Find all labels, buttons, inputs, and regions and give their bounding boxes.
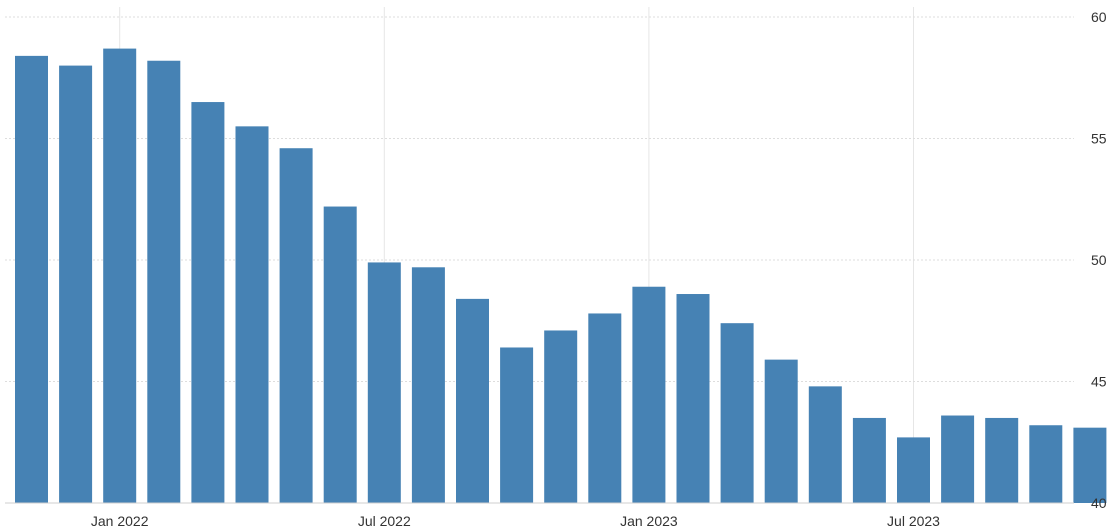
bar-11[interactable] [456,298,489,503]
bar-12[interactable] [500,347,534,503]
x-axis-labels: Jan 2022 Jul 2022 Jan 2023 Jul 2023 [91,513,940,529]
bar-24[interactable] [1029,425,1063,503]
bar-17[interactable] [720,323,754,503]
bar-22[interactable] [941,415,975,503]
x-tick-label-1: Jul 2022 [358,513,411,529]
y-tick-label-60: 60 [1091,9,1107,25]
bar-25[interactable] [1073,427,1107,503]
y-tick-label-50: 50 [1091,252,1107,268]
bar-2[interactable] [59,65,93,503]
bar-5[interactable] [191,102,225,504]
bar-15[interactable] [632,286,666,503]
bars-group [15,48,1107,504]
bar-20[interactable] [852,417,886,503]
bar-13[interactable] [544,330,578,503]
bar-3[interactable] [103,48,137,504]
bar-14[interactable] [588,313,622,503]
bar-8[interactable] [323,206,357,504]
bar-23[interactable] [985,417,1019,503]
x-tick-label-0: Jan 2022 [91,513,149,529]
bar-9[interactable] [367,262,401,503]
y-axis-labels: 40 45 50 55 60 [1091,9,1107,511]
bar-4[interactable] [147,60,181,504]
x-tick-label-2: Jan 2023 [620,513,678,529]
bar-18[interactable] [764,359,798,503]
bar-16[interactable] [676,294,710,503]
bar-1[interactable] [15,55,48,503]
y-tick-label-45: 45 [1091,374,1107,390]
bar-6[interactable] [235,126,269,503]
bar-21[interactable] [897,437,930,503]
y-tick-label-40: 40 [1091,495,1107,511]
bar-10[interactable] [411,267,445,503]
bar-7[interactable] [279,148,313,503]
y-tick-label-55: 55 [1091,131,1107,147]
bar-19[interactable] [808,386,842,503]
x-tick-label-3: Jul 2023 [887,513,940,529]
